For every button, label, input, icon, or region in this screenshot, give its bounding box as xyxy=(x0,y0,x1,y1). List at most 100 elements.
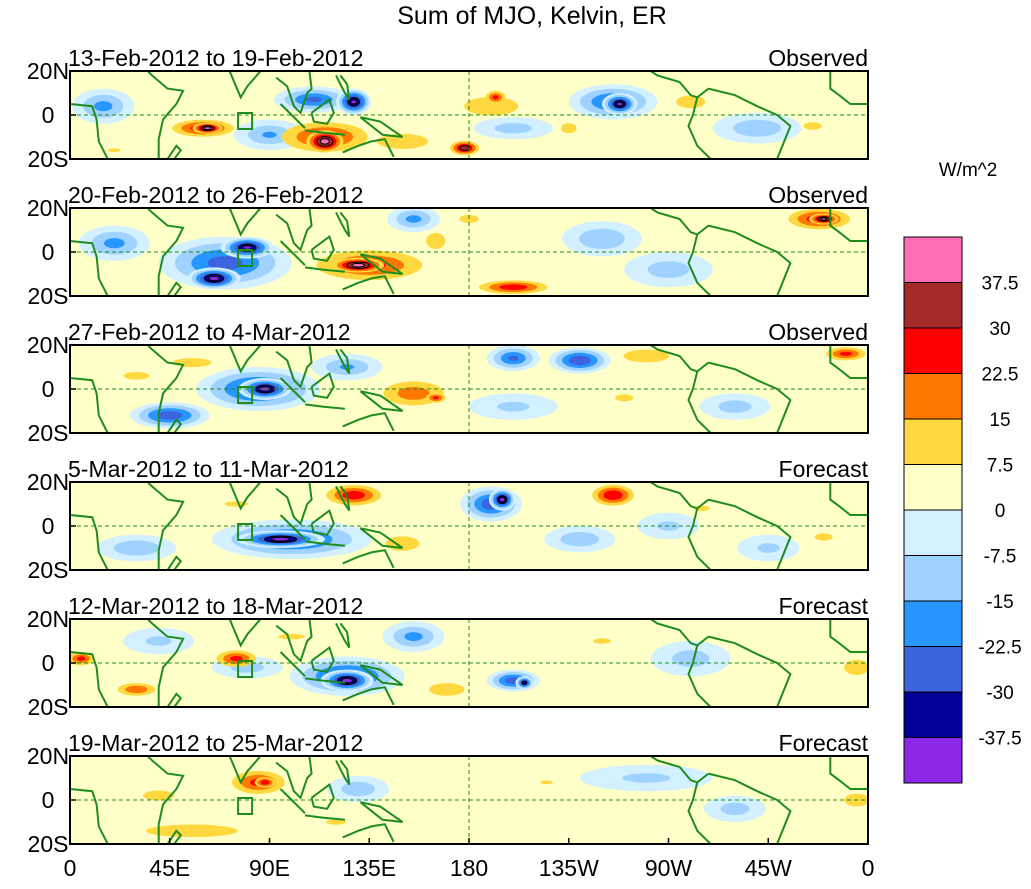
anomaly-feature xyxy=(117,683,156,696)
anomaly-feature xyxy=(70,652,95,666)
coastline xyxy=(708,635,792,707)
contour-level xyxy=(350,99,358,105)
coastline xyxy=(650,345,710,373)
y-tick-label: 20S xyxy=(28,283,69,309)
panel-kind: Forecast xyxy=(779,456,869,482)
contour-level xyxy=(271,536,291,542)
anomaly-feature xyxy=(429,683,465,696)
x-tick-label: 180 xyxy=(450,855,488,881)
coastline xyxy=(335,759,351,786)
colorbar-level-label: 30 xyxy=(989,319,1010,340)
coastline xyxy=(304,814,345,821)
anomaly-feature xyxy=(562,221,642,257)
contour-level xyxy=(718,400,752,413)
colorbar-swatch xyxy=(903,327,963,374)
anomaly-feature xyxy=(426,233,446,249)
coastlines xyxy=(70,208,868,296)
contour-level xyxy=(507,355,519,361)
coastline xyxy=(359,390,404,412)
anomaly-feature xyxy=(254,777,276,788)
coastline xyxy=(304,129,345,136)
contour-level xyxy=(405,215,422,223)
colorbar-level-label: -37.5 xyxy=(978,729,1021,750)
y-tick-label: 0 xyxy=(42,102,55,128)
contour-level xyxy=(720,802,750,815)
panel-period: 13-Feb-2012 to 19-Feb-2012 xyxy=(68,45,363,71)
coastline xyxy=(708,772,792,844)
contour-level xyxy=(733,119,782,137)
coastline xyxy=(70,514,109,570)
contour-level xyxy=(108,148,121,152)
colorbar-swatch xyxy=(903,509,963,556)
coastline xyxy=(70,788,109,844)
coastline xyxy=(335,211,351,238)
anomaly-feature xyxy=(187,267,241,290)
contour-level xyxy=(499,496,506,503)
contour-level xyxy=(278,633,306,640)
contour-level xyxy=(803,122,822,130)
chart-title: Sum of MJO, Kelvin, ER xyxy=(397,2,667,30)
y-tick-label: 20N xyxy=(27,606,69,632)
coastline xyxy=(279,651,306,677)
coastline xyxy=(342,823,395,843)
anomaly-feature xyxy=(540,780,553,785)
anomaly-feature xyxy=(704,795,766,822)
anomaly-feature xyxy=(326,819,346,825)
colorbar-swatch xyxy=(903,282,963,329)
coastline xyxy=(279,788,306,814)
anomaly-feature xyxy=(808,213,839,225)
anomaly-feature xyxy=(387,208,441,233)
contour-level xyxy=(568,355,591,366)
coastline xyxy=(70,651,109,707)
anomaly-feature xyxy=(336,88,372,116)
region-box xyxy=(237,660,254,678)
contour-level xyxy=(262,131,277,138)
coastline xyxy=(275,756,313,800)
contour-level xyxy=(647,261,690,278)
region-box xyxy=(237,386,254,404)
x-axis: 0 45E 90E 135E 180 135W 90W 45W 0 xyxy=(64,838,874,881)
coastline xyxy=(335,622,351,649)
anomaly-feature xyxy=(488,488,516,511)
panel-kind: Observed xyxy=(768,45,868,71)
anomaly-feature xyxy=(129,402,210,429)
coastline xyxy=(146,482,185,570)
anomaly-feature xyxy=(486,345,540,372)
colorbar: W/m^2 37.5 30 22.5 15 7.5 0 -7.5 -15 -22.5 -30 -37.… xyxy=(903,160,1022,784)
contour-level xyxy=(146,824,238,838)
anomaly-feature xyxy=(592,484,634,506)
coastline xyxy=(146,208,185,296)
coastline xyxy=(687,371,712,433)
y-tick-label: 20S xyxy=(28,146,69,172)
coastline xyxy=(166,555,183,570)
anomaly-feature xyxy=(615,394,634,402)
contour-level xyxy=(207,256,243,270)
contour-level xyxy=(561,123,577,134)
coastline xyxy=(359,116,404,138)
coastline xyxy=(279,514,306,540)
coastline xyxy=(687,645,712,707)
coastline xyxy=(342,275,395,295)
contour-level xyxy=(157,411,183,420)
anomaly-feature xyxy=(469,393,558,420)
colorbar-level-label: 7.5 xyxy=(987,456,1013,477)
anomaly-feature xyxy=(464,96,519,116)
coastline xyxy=(708,224,792,296)
anomaly-feature xyxy=(216,650,257,667)
contour-level xyxy=(839,351,853,356)
coastline xyxy=(304,677,345,684)
contour-level xyxy=(676,95,706,109)
anomaly-feature xyxy=(485,90,506,104)
contour-level xyxy=(397,387,430,400)
contour-level xyxy=(377,133,428,149)
coastlines xyxy=(70,482,868,570)
y-tick-label: 0 xyxy=(42,239,55,265)
anomaly-feature xyxy=(327,775,390,803)
anomaly-feature xyxy=(278,633,306,640)
coastline xyxy=(335,348,351,375)
colorbar-level-label: -15 xyxy=(986,592,1013,613)
coastline xyxy=(146,619,185,707)
coastline xyxy=(146,345,185,433)
coastline xyxy=(650,756,710,784)
contour-level xyxy=(326,819,346,825)
